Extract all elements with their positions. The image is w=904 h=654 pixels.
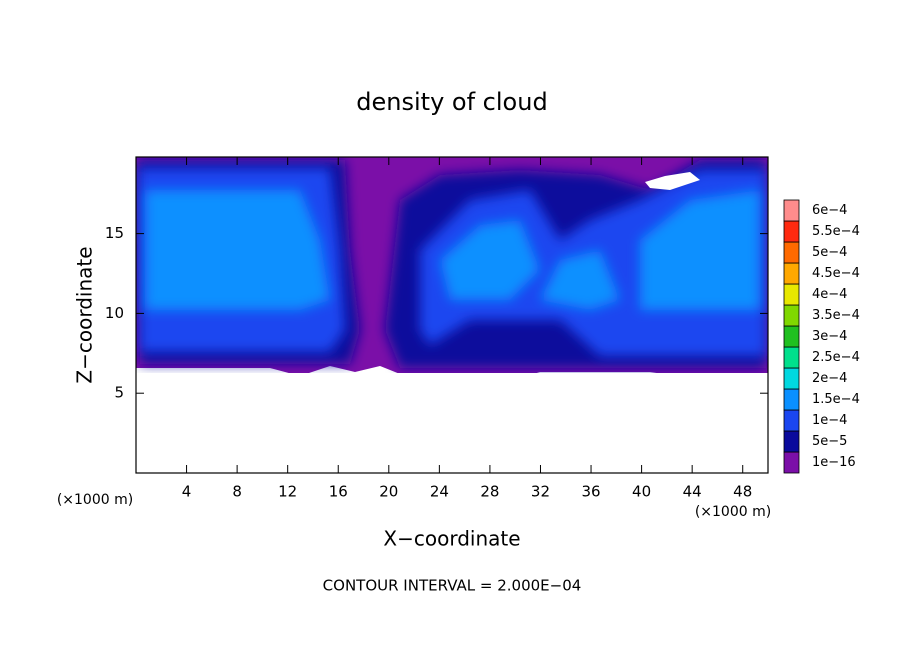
annotation: CONTOUR INTERVAL = 2.000E−04 bbox=[323, 577, 582, 595]
colorbar-label: 1e−4 bbox=[812, 413, 847, 428]
contour-field bbox=[136, 157, 768, 473]
chart-title: density of cloud bbox=[356, 88, 547, 116]
field-lightblue bbox=[145, 190, 760, 310]
x-tick-label: 40 bbox=[632, 483, 651, 501]
colorbar-label: 5.5e−4 bbox=[812, 224, 860, 239]
colorbar-label: 5e−4 bbox=[812, 245, 847, 260]
x-tick-label: 8 bbox=[232, 483, 242, 501]
colorbar-box bbox=[783, 388, 800, 411]
x-unit-label: (×1000 m) bbox=[695, 504, 771, 520]
y-tick-label: 15 bbox=[105, 224, 124, 242]
colorbar-box bbox=[783, 451, 800, 474]
field-hole bbox=[645, 172, 700, 190]
colorbar-box bbox=[783, 325, 800, 348]
colorbar-label: 4e−4 bbox=[812, 287, 847, 302]
colorbar-label: 2e−4 bbox=[812, 371, 847, 386]
colorbar-label: 5e−5 bbox=[812, 434, 847, 449]
x-tick-label: 28 bbox=[480, 483, 499, 501]
x-tick-label: 32 bbox=[531, 483, 550, 501]
colorbar-box bbox=[783, 367, 800, 390]
x-tick-label: 20 bbox=[379, 483, 398, 501]
colorbar-label: 6e−4 bbox=[812, 203, 847, 218]
colorbar-label: 2.5e−4 bbox=[812, 350, 860, 365]
colorbar-box bbox=[783, 346, 800, 369]
colorbar-label: 1.5e−4 bbox=[812, 392, 860, 407]
x-tick-label: 48 bbox=[733, 483, 752, 501]
field-gap bbox=[136, 373, 768, 473]
colorbar-label: 3.5e−4 bbox=[812, 308, 860, 323]
y-tick-label: 10 bbox=[105, 304, 124, 322]
colorbar-box bbox=[783, 241, 800, 264]
x-tick-label: 4 bbox=[182, 483, 192, 501]
colorbar-box bbox=[783, 409, 800, 432]
colorbar-label: 1e−16 bbox=[812, 455, 856, 470]
x-tick-label: 24 bbox=[430, 483, 449, 501]
x-tick-label: 44 bbox=[683, 483, 702, 501]
colorbar-box bbox=[783, 262, 800, 285]
x-axis-label: X−coordinate bbox=[383, 527, 520, 551]
plot-frame bbox=[135, 156, 769, 474]
colorbar-box bbox=[783, 283, 800, 306]
y-tick-label: 5 bbox=[114, 384, 124, 402]
y-axis-label: Z−coordinate bbox=[73, 246, 97, 383]
colorbar-label: 3e−4 bbox=[812, 329, 847, 344]
colorbar-label: 4.5e−4 bbox=[812, 266, 860, 281]
colorbar-box bbox=[783, 430, 800, 453]
y-unit-label: (×1000 m) bbox=[57, 492, 133, 508]
x-tick-label: 36 bbox=[581, 483, 600, 501]
x-tick-label: 16 bbox=[329, 483, 348, 501]
colorbar-box bbox=[783, 199, 800, 222]
colorbar-box bbox=[783, 220, 800, 243]
colorbar-box bbox=[783, 304, 800, 327]
x-tick-label: 12 bbox=[278, 483, 297, 501]
